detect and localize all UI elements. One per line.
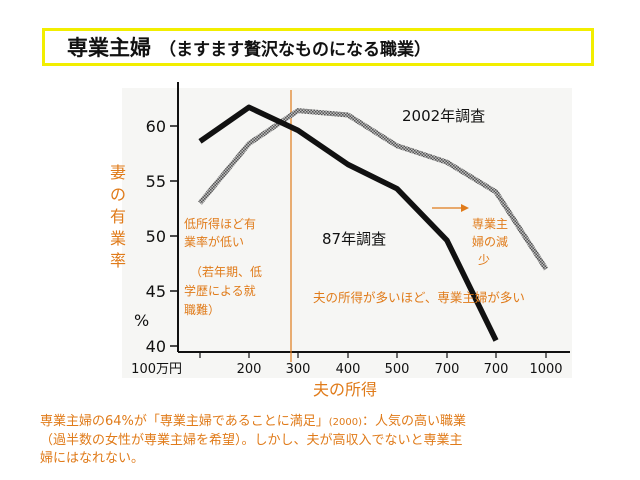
x-tick-label: 700 bbox=[484, 362, 509, 377]
y-unit-label: % bbox=[134, 311, 149, 330]
x-tick-label: 400 bbox=[336, 362, 361, 377]
x-tick-label: 700 bbox=[435, 362, 460, 377]
annotation-bottom: 夫の所得が多いほど、専業主婦が多い bbox=[313, 290, 525, 305]
page-title: 専業主婦 bbox=[67, 36, 151, 60]
series-label-2002: 2002年調査 bbox=[402, 107, 485, 125]
y-axis-label-char-4: 業 bbox=[110, 229, 126, 248]
annotation-right-3: 少 bbox=[478, 253, 490, 267]
y-tick-label: 45 bbox=[146, 282, 166, 301]
annotation-right-2: 婦の減 bbox=[472, 234, 508, 249]
title-box: 専業主婦 （ますます贅沢なものになる職業） bbox=[42, 28, 594, 66]
caption: 専業主婦の64%が「専業主婦であることに満足」(2000)：人気の高い職業 （過… bbox=[40, 413, 600, 468]
y-axis-label-char-1: 妻 bbox=[110, 163, 126, 182]
y-axis-label-char-2: の bbox=[110, 185, 126, 204]
y-tick-label: 40 bbox=[146, 337, 166, 356]
annotation-left-1: 低所得ほど有 bbox=[184, 216, 256, 231]
y-axis-label-char-3: 有 bbox=[110, 207, 126, 226]
y-tick-label: 60 bbox=[146, 117, 166, 136]
x-tick-label: 1000 bbox=[529, 362, 562, 377]
y-tick-label: 50 bbox=[146, 227, 166, 246]
caption-line-1-part-2: ：人気の高い職業 bbox=[362, 414, 467, 429]
caption-line-1-part-1: 専業主婦の64%が「専業主婦であることに満足」 bbox=[40, 414, 329, 429]
y-tick-label: 55 bbox=[146, 172, 166, 191]
annotation-left-2: 業率が低い bbox=[184, 234, 244, 249]
series-line-87 bbox=[198, 104, 499, 342]
page-subtitle: （ますます贅沢なものになる職業） bbox=[159, 39, 431, 60]
x-tick-label: 200 bbox=[237, 362, 262, 377]
annotation-right-1: 専業主 bbox=[472, 217, 508, 231]
chart-area bbox=[122, 88, 572, 378]
annotation-left-5: 職難） bbox=[184, 302, 220, 317]
y-axis-label: 妻 の 有 業 率 bbox=[110, 163, 131, 270]
caption-year: (2000) bbox=[328, 417, 363, 428]
x-tick-label: 500 bbox=[385, 362, 410, 377]
series-line-2002 bbox=[198, 108, 549, 271]
caption-line-1: 専業主婦の64%が「専業主婦であることに満足」(2000)：人気の高い職業 bbox=[40, 413, 600, 432]
series-label-87: 87年調査 bbox=[322, 230, 386, 248]
annotation-left-3: （若年期、低 bbox=[190, 265, 262, 279]
annotation-left-4: 学歴による就 bbox=[184, 283, 256, 298]
x-axis-label: 夫の所得 bbox=[313, 380, 377, 399]
annotation-arrow-head bbox=[461, 204, 469, 212]
x-tick-label: 100万円 bbox=[131, 362, 182, 377]
y-axis-label-char-5: 率 bbox=[110, 251, 126, 270]
caption-line-3: 婦にはなれない。 bbox=[40, 451, 145, 466]
x-tick-label: 300 bbox=[286, 362, 311, 377]
caption-line-2: （過半数の女性が専業主婦を希望）。しかし、夫が高収入でないと専業主 bbox=[40, 433, 463, 448]
